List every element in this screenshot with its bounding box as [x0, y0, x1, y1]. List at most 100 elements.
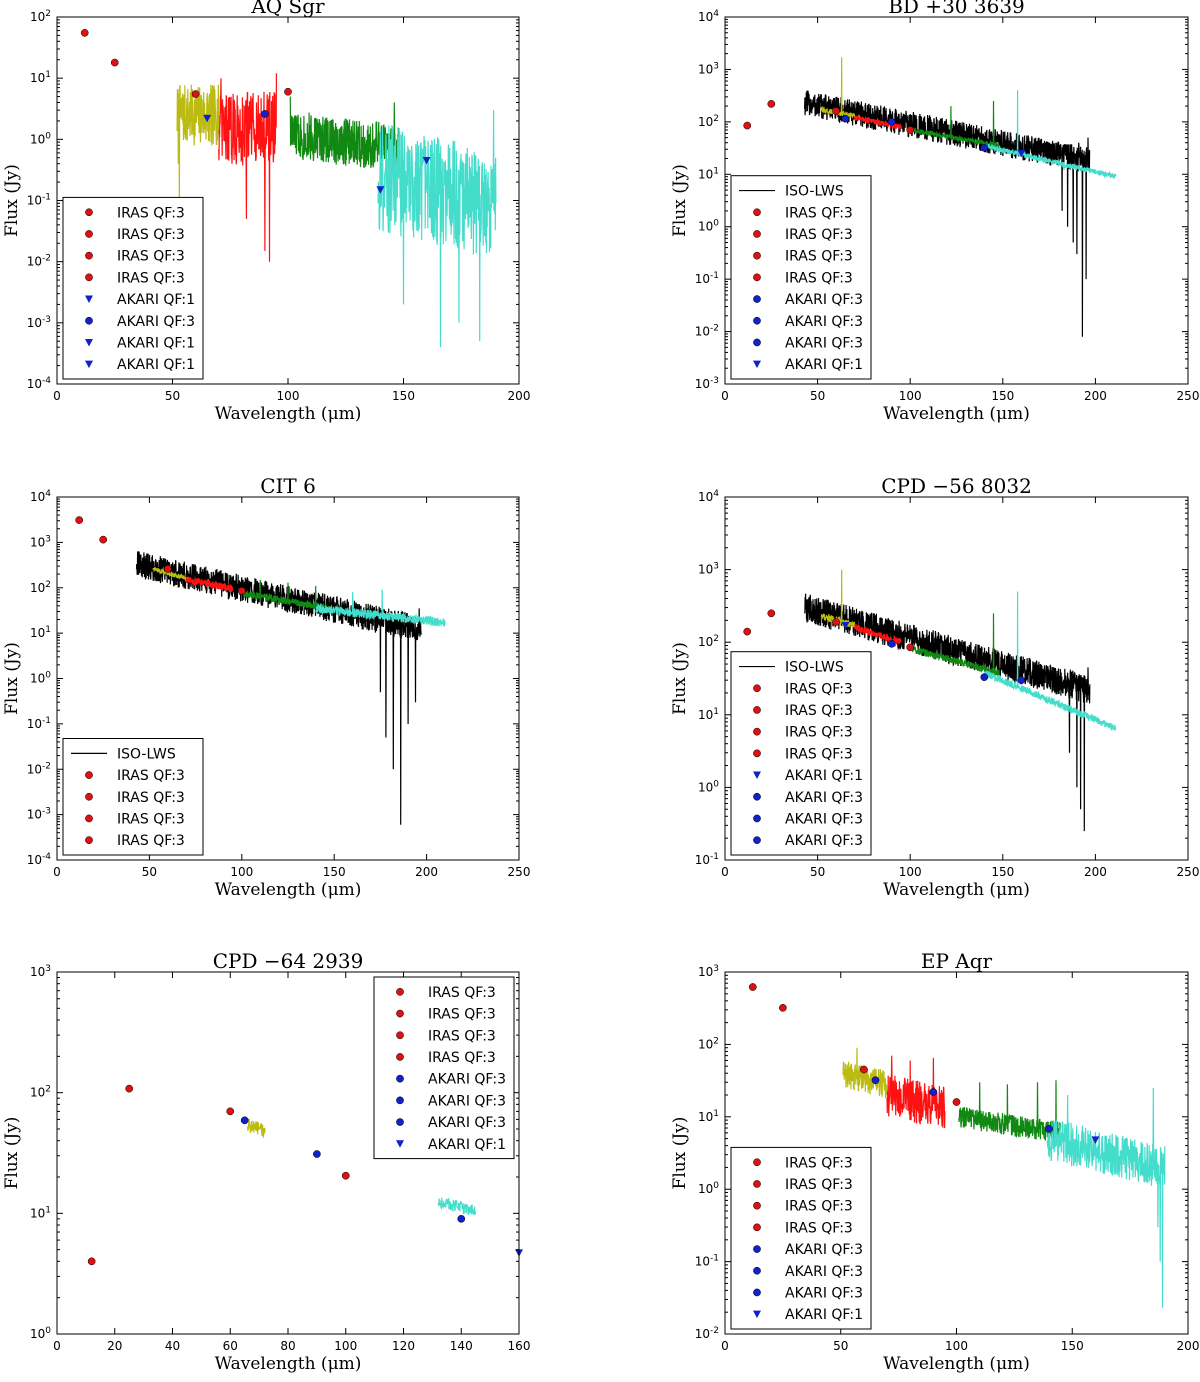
spectrum-SSW [247, 1118, 266, 1138]
data-point-circle [457, 1215, 466, 1223]
y-tick-label: 101 [30, 70, 51, 85]
x-tick-label: 80 [280, 1339, 295, 1353]
legend-label: ISO-LWS [785, 660, 844, 676]
y-tick-label: 101 [30, 625, 51, 640]
legend-circle-marker [85, 836, 93, 845]
x-tick-label: 200 [1177, 1339, 1200, 1353]
x-tick-label: 120 [392, 1339, 415, 1353]
data-point-circle [226, 1107, 235, 1116]
legend-label: IRAS QF:3 [117, 249, 185, 265]
spectrum-PACS-g [243, 579, 332, 613]
chart-title: AQ Sgr [250, 0, 325, 18]
legend-circle-marker [753, 836, 761, 845]
y-tick-label: 103 [698, 964, 719, 979]
y-tick-label: 10-3 [27, 807, 51, 822]
legend-label: AKARI QF:3 [428, 1072, 506, 1088]
legend-circle-marker [753, 273, 761, 282]
legend-circle-marker [753, 684, 761, 693]
y-tick-label: 102 [30, 580, 51, 595]
y-tick-label: 101 [698, 707, 719, 722]
y-tick-label: 103 [698, 562, 719, 577]
legend-label: IRAS QF:3 [785, 1199, 853, 1215]
legend-circle-marker [753, 1201, 761, 1210]
legend-circle-marker [753, 1223, 761, 1232]
legend-circle-marker [396, 1096, 404, 1105]
legend-triangle-marker [85, 295, 93, 304]
chart-cpd-64-2939: CPD −64 2939 0 20 40 60 80 100 120 140 160 100 101 1… [2, 949, 530, 1374]
spectrum-SSW [152, 566, 187, 582]
legend-label: IRAS QF:3 [785, 725, 853, 741]
legend-circle-marker [396, 988, 404, 996]
legend-label: ISO-LWS [117, 746, 176, 762]
legend-circle-marker [396, 1074, 404, 1083]
x-tick-label: 150 [991, 389, 1014, 403]
legend-label: IRAS QF:3 [117, 205, 185, 221]
y-axis-label: Flux (Jy) [2, 1117, 22, 1190]
y-tick-label: 100 [698, 219, 719, 234]
data-point-circle [887, 639, 896, 648]
y-tick-label: 103 [30, 964, 51, 979]
data-point-circle [779, 1003, 787, 1012]
data-point-circle [841, 114, 850, 123]
legend-label: IRAS QF:3 [785, 249, 853, 265]
legend-label: AKARI QF:1 [117, 335, 195, 351]
data-point-circle [237, 587, 246, 595]
data-point-circle [860, 1065, 868, 1074]
legend-circle-marker [753, 1266, 761, 1275]
legend-triangle-marker [753, 1310, 761, 1319]
y-tick-label: 104 [30, 489, 51, 504]
y-tick-label: 104 [698, 489, 719, 504]
x-tick-label: 100 [899, 865, 922, 879]
spectrum-SSW [820, 569, 856, 628]
x-tick-label: 200 [1084, 389, 1107, 403]
legend-label: AKARI QF:3 [785, 811, 863, 827]
legend-label: AKARI QF:3 [785, 314, 863, 330]
legend-triangle-marker [753, 360, 761, 369]
legend-label: IRAS QF:3 [785, 205, 853, 221]
spectra-group [247, 1118, 477, 1216]
x-tick-label: 0 [721, 865, 729, 879]
x-tick-label: 250 [1177, 865, 1200, 879]
spectrum-SLW-r [185, 576, 234, 592]
legend-circle-marker [85, 814, 93, 823]
y-tick-label: 100 [30, 1326, 51, 1341]
legend-label: IRAS QF:3 [785, 1220, 853, 1236]
data-point-circle [240, 1116, 249, 1125]
x-tick-label: 50 [833, 1339, 848, 1353]
data-point-circle [832, 618, 840, 626]
x-tick-label: 0 [53, 865, 61, 879]
legend-circle-marker [85, 251, 93, 260]
data-point-circle [75, 516, 84, 524]
x-tick-label: 100 [334, 1339, 357, 1353]
legend-label: AKARI QF:1 [785, 768, 863, 784]
y-tick-label: 100 [30, 671, 51, 686]
legend-label: IRAS QF:3 [117, 768, 185, 784]
legend-circle-marker [396, 1053, 404, 1061]
legend-circle-marker [753, 727, 761, 736]
spectrum-PACS-g [911, 613, 1000, 676]
y-tick-label: 10-2 [27, 254, 51, 269]
x-tick-label: 50 [142, 865, 157, 879]
y-tick-label: 103 [698, 61, 719, 76]
x-tick-label: 200 [415, 865, 438, 879]
legend-label: AKARI QF:3 [117, 314, 195, 330]
legend-box [730, 1146, 872, 1330]
data-point-circle [980, 143, 989, 152]
legend-label: AKARI QF:1 [117, 292, 195, 308]
spectrum-PACS-g [958, 1080, 1062, 1143]
legend-circle-marker [85, 230, 93, 238]
spectrum-SLW-r [854, 114, 902, 131]
legend-label: IRAS QF:3 [785, 681, 853, 697]
legend-label: IRAS QF:3 [117, 790, 185, 806]
y-tick-label: 100 [698, 1181, 719, 1196]
legend-triangle-marker [753, 771, 761, 780]
x-axis-label: Wavelength (μm) [883, 880, 1030, 900]
x-tick-label: 100 [277, 389, 300, 403]
x-tick-label: 0 [721, 1339, 729, 1353]
data-point-triangle [1091, 1136, 1100, 1144]
spectrum-PACS-c [983, 591, 1117, 732]
legend-label: AKARI QF:3 [428, 1115, 506, 1131]
data-point-circle [1017, 676, 1026, 685]
legend-label: IRAS QF:3 [428, 1007, 496, 1023]
x-tick-label: 60 [223, 1339, 238, 1353]
